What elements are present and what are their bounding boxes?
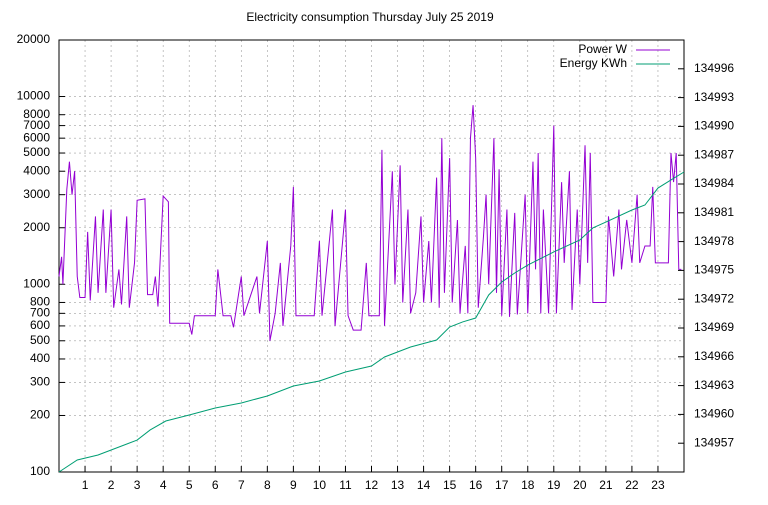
y-tick-label: 100 — [30, 464, 50, 478]
x-tick-label: 19 — [547, 478, 561, 492]
y-tick-label: 4000 — [23, 163, 50, 177]
y-tick-label: 500 — [30, 333, 50, 347]
x-tick-label: 14 — [417, 478, 431, 492]
y-tick-label: 6000 — [23, 130, 50, 144]
x-tick-label: 7 — [238, 478, 245, 492]
y-tick-label: 7000 — [23, 118, 50, 132]
y2-tick-label: 134993 — [694, 90, 734, 104]
y-tick-label: 300 — [30, 375, 50, 389]
y-tick-label: 5000 — [23, 145, 50, 159]
y-tick-label: 600 — [30, 318, 50, 332]
x-tick-label: 6 — [212, 478, 219, 492]
x-tick-label: 3 — [134, 478, 141, 492]
y2-tick-label: 134972 — [694, 291, 734, 305]
x-tick-label: 8 — [264, 478, 271, 492]
y-tick-label: 10000 — [17, 89, 51, 103]
x-tick-label: 23 — [651, 478, 665, 492]
plot-frame — [58, 39, 685, 473]
y2-tick-label: 134975 — [694, 263, 734, 277]
x-tick-label: 1 — [82, 478, 89, 492]
y2-tick-label: 134990 — [694, 119, 734, 133]
legend-label: Energy KWh — [560, 56, 627, 70]
x-tick-label: 21 — [599, 478, 613, 492]
chart-title: Electricity consumption Thursday July 25… — [246, 10, 494, 24]
y-tick-label: 200 — [30, 408, 50, 422]
y-tick-label: 2000 — [23, 220, 50, 234]
y-tick-label: 700 — [30, 306, 50, 320]
x-tick-label: 9 — [290, 478, 297, 492]
y2-tick-label: 134996 — [694, 61, 734, 75]
x-tick-label: 4 — [160, 478, 167, 492]
x-tick-label: 20 — [573, 478, 587, 492]
x-tick-label: 2 — [108, 478, 115, 492]
y2-tick-label: 134981 — [694, 205, 734, 219]
y2-tick-label: 134960 — [694, 407, 734, 421]
series-line — [58, 171, 685, 473]
x-tick-label: 12 — [365, 478, 379, 492]
y-tick-label: 1000 — [23, 276, 50, 290]
x-tick-label: 17 — [495, 478, 509, 492]
y-tick-label: 20000 — [17, 32, 51, 46]
x-tick-label: 10 — [313, 478, 327, 492]
y2-tick-label: 134984 — [694, 176, 734, 190]
y2-tick-label: 134963 — [694, 378, 734, 392]
x-tick-label: 16 — [469, 478, 483, 492]
x-tick-label: 15 — [443, 478, 457, 492]
x-tick-label: 11 — [339, 478, 352, 492]
y2-tick-label: 134978 — [694, 234, 734, 248]
y-tick-label: 3000 — [23, 187, 50, 201]
legend-label: Power W — [578, 42, 627, 56]
y-tick-label: 400 — [30, 351, 50, 365]
y-tick-label: 8000 — [23, 107, 50, 121]
x-tick-label: 13 — [391, 478, 405, 492]
series-line — [58, 105, 682, 341]
y2-tick-label: 134969 — [694, 320, 734, 334]
x-tick-label: 18 — [521, 478, 535, 492]
y-tick-label: 800 — [30, 295, 50, 309]
y2-tick-label: 134957 — [694, 435, 734, 449]
y2-tick-label: 134966 — [694, 349, 734, 363]
y2-tick-label: 134987 — [694, 147, 734, 161]
x-tick-label: 22 — [625, 478, 639, 492]
x-tick-label: 5 — [186, 478, 193, 492]
